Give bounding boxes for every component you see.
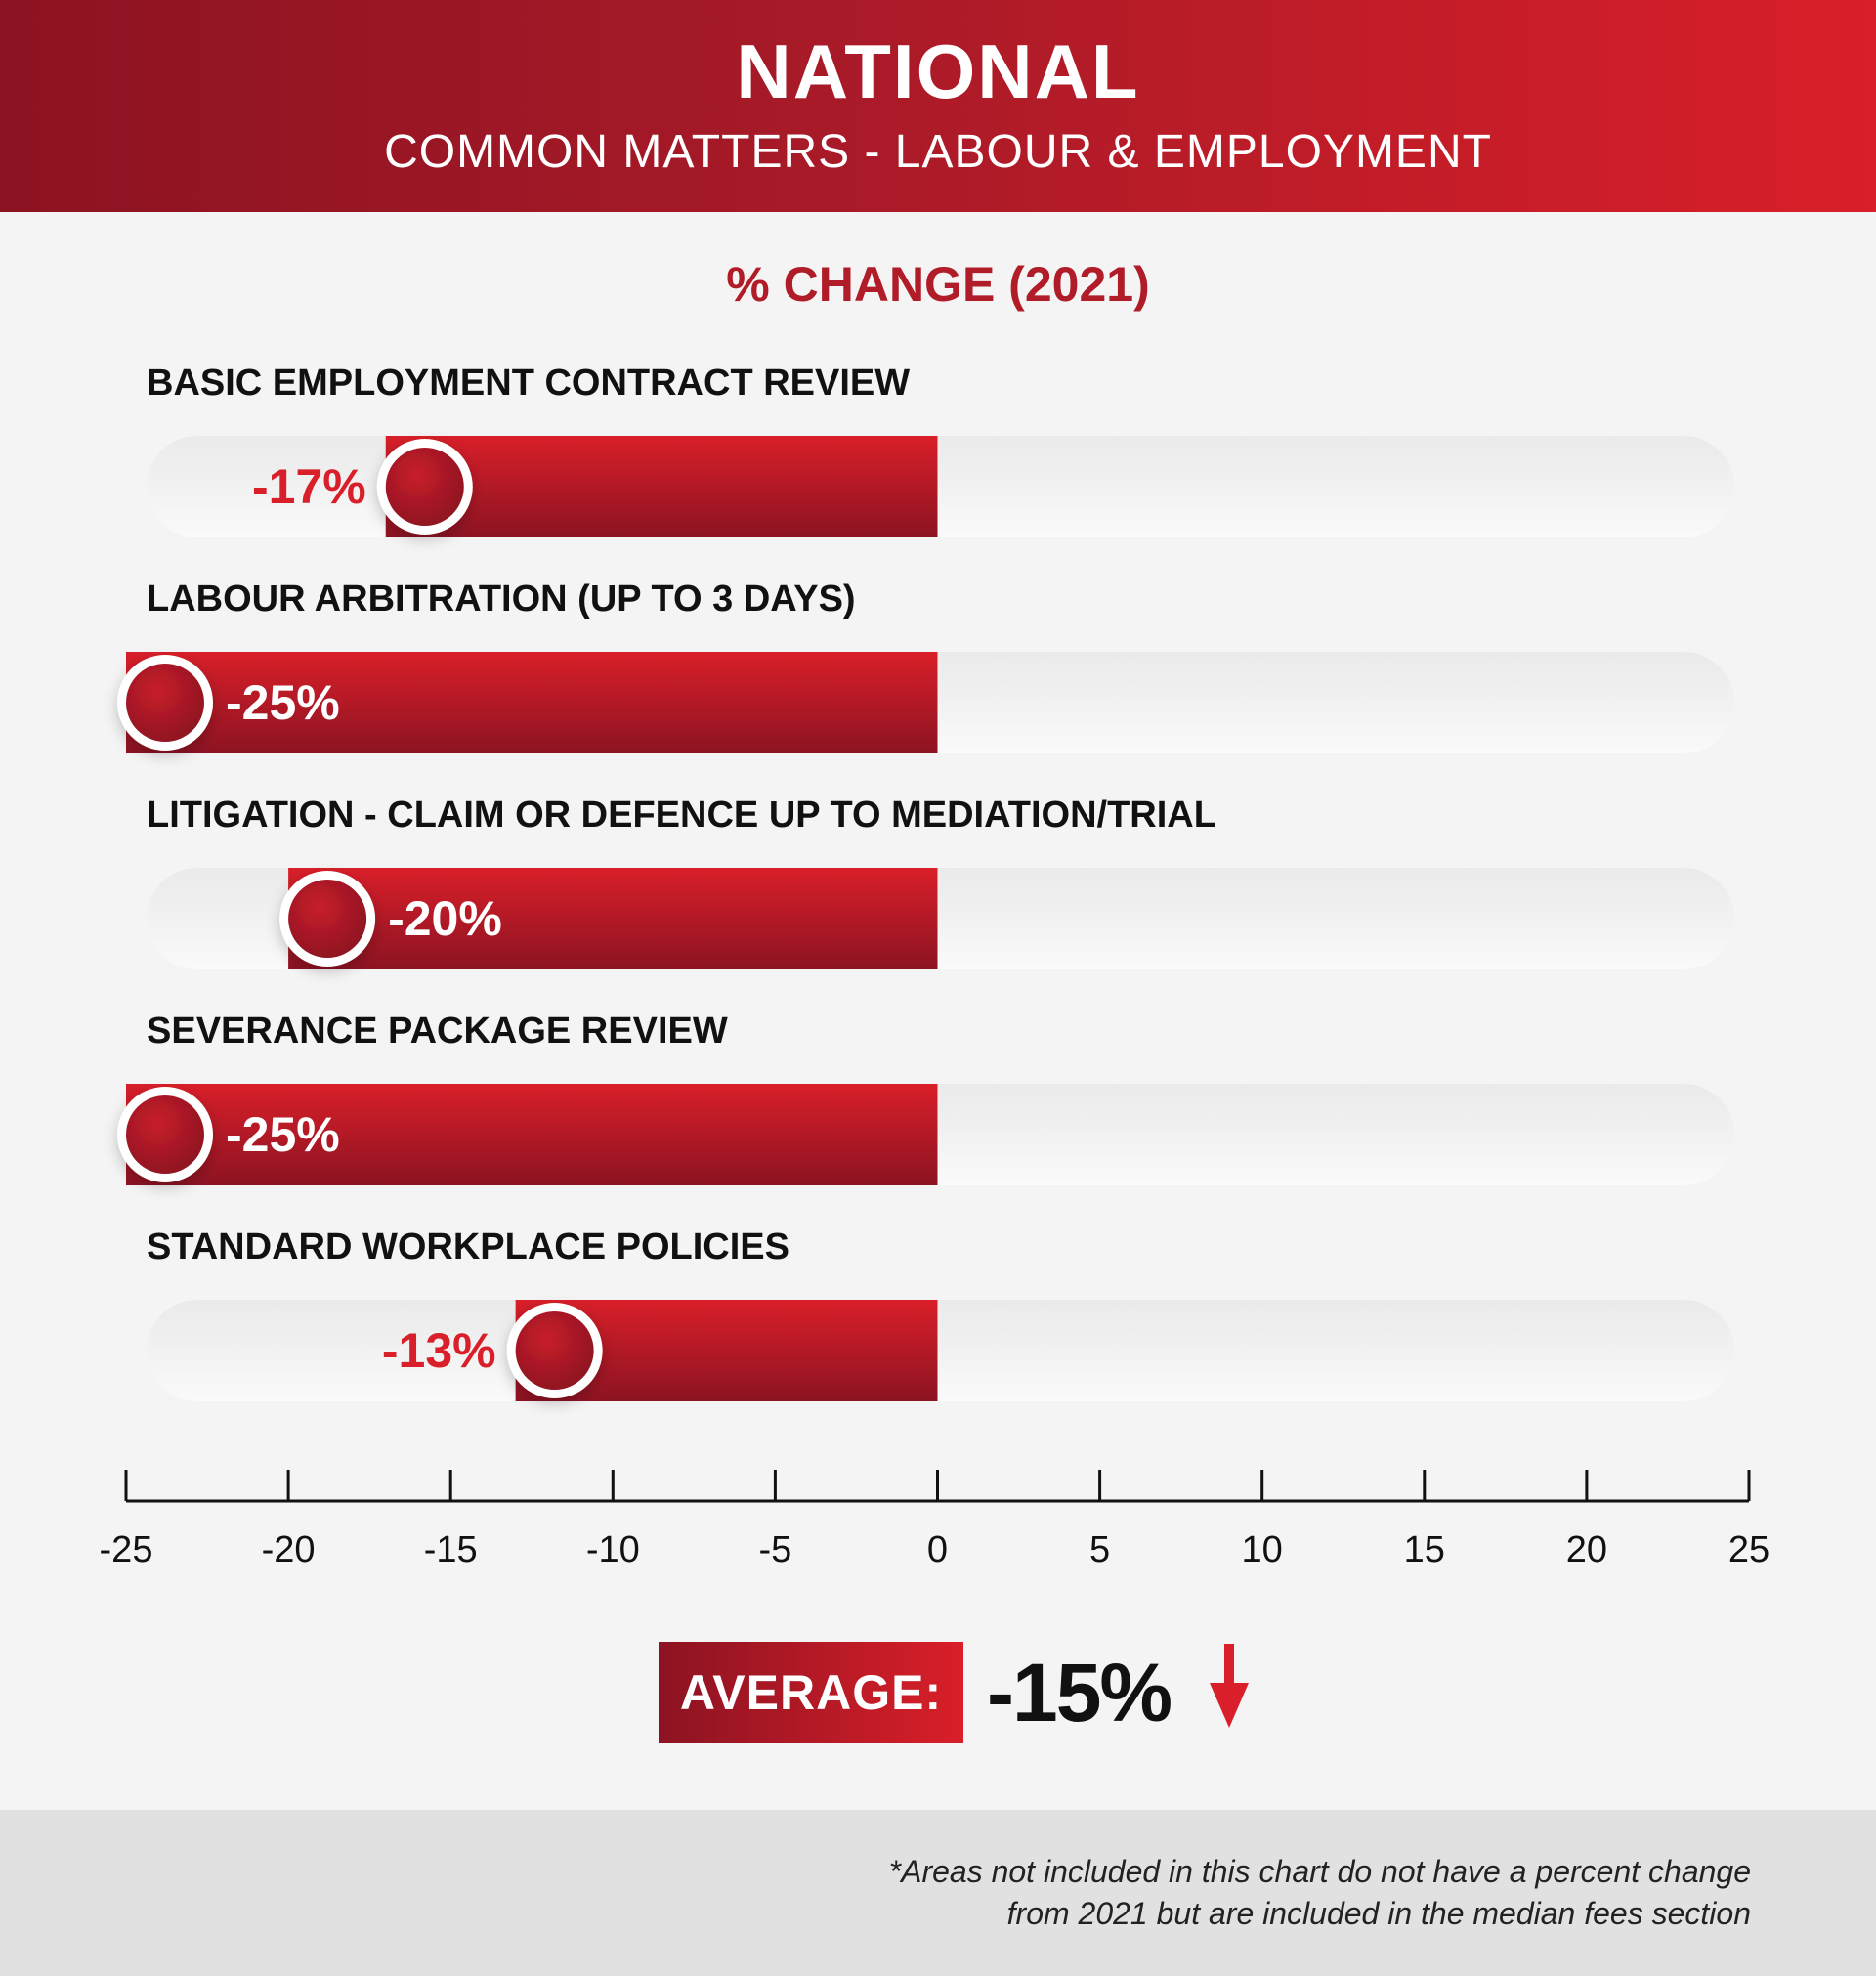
footnote: *Areas not included in this chart do not… <box>578 1851 1751 1935</box>
category-label: LABOUR ARBITRATION (UP TO 3 DAYS) <box>147 579 856 620</box>
bar-end-marker <box>376 439 473 535</box>
category-label: STANDARD WORKPLACE POLICIES <box>147 1226 789 1267</box>
header-banner: NATIONAL COMMON MATTERS - LABOUR & EMPLO… <box>0 0 1876 212</box>
x-tick-label: 0 <box>927 1529 948 1570</box>
x-tick-label: -20 <box>262 1529 316 1570</box>
average-value: -15% <box>987 1646 1172 1739</box>
bar-end-marker <box>506 1303 603 1398</box>
footnote-line-2: from 2021 but are included in the median… <box>1006 1896 1751 1931</box>
data-label: -25% <box>226 675 340 730</box>
x-tick-label: 5 <box>1089 1529 1110 1570</box>
data-label: -25% <box>226 1107 340 1162</box>
footnote-line-1: *Areas not included in this chart do not… <box>888 1854 1751 1889</box>
down-arrow-icon <box>1210 1644 1249 1728</box>
category-label: BASIC EMPLOYMENT CONTRACT REVIEW <box>147 363 910 404</box>
x-tick-label: -10 <box>586 1529 640 1570</box>
x-tick-label: -5 <box>759 1529 792 1570</box>
chart-title: % CHANGE (2021) <box>726 257 1150 312</box>
bar-row: LABOUR ARBITRATION (UP TO 3 DAYS) -25% <box>117 579 1734 753</box>
bar-end-marker <box>117 1087 213 1182</box>
bar <box>126 652 938 753</box>
x-tick-label: -15 <box>424 1529 478 1570</box>
page-title: NATIONAL <box>736 28 1140 114</box>
x-tick-label: 10 <box>1242 1529 1283 1570</box>
bar-row: SEVERANCE PACKAGE REVIEW -25% <box>117 1010 1734 1185</box>
average-label: AVERAGE: <box>679 1665 943 1720</box>
x-tick-label: -25 <box>100 1529 153 1570</box>
bar-end-marker <box>117 655 213 751</box>
x-tick-label: 20 <box>1566 1529 1607 1570</box>
category-label: LITIGATION - CLAIM OR DEFENCE UP TO MEDI… <box>147 795 1216 836</box>
x-tick-label: 25 <box>1728 1529 1769 1570</box>
bar-row: LITIGATION - CLAIM OR DEFENCE UP TO MEDI… <box>147 795 1734 969</box>
page-subtitle: COMMON MATTERS - LABOUR & EMPLOYMENT <box>384 126 1492 178</box>
category-label: SEVERANCE PACKAGE REVIEW <box>147 1010 728 1052</box>
data-label: -13% <box>382 1323 496 1378</box>
footer-band <box>0 1810 1876 1976</box>
bar-end-marker <box>279 871 376 967</box>
bar <box>126 1084 938 1185</box>
x-tick-label: 15 <box>1404 1529 1445 1570</box>
data-label: -20% <box>388 891 502 946</box>
bar-row: BASIC EMPLOYMENT CONTRACT REVIEW -17% <box>147 363 1734 537</box>
bar <box>288 868 938 969</box>
chart-area: BASIC EMPLOYMENT CONTRACT REVIEW -17% LABO… <box>100 363 1770 1570</box>
bar <box>385 436 938 537</box>
data-label: -17% <box>252 459 366 514</box>
average-label-box: AVERAGE: <box>659 1642 963 1743</box>
bar-row: STANDARD WORKPLACE POLICIES -13% <box>147 1226 1734 1401</box>
